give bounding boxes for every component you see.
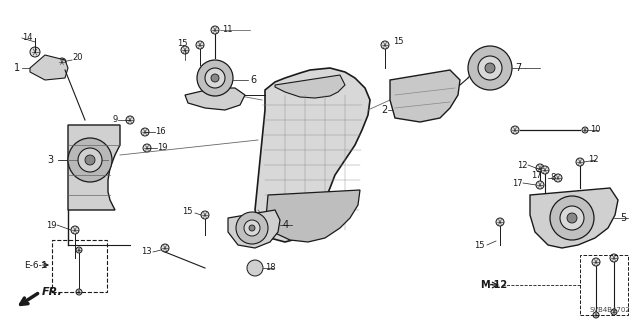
Polygon shape: [30, 55, 68, 80]
Circle shape: [196, 41, 204, 49]
Circle shape: [567, 213, 577, 223]
Text: 12: 12: [588, 155, 598, 165]
Text: SVB4B4702: SVB4B4702: [589, 307, 630, 313]
Circle shape: [181, 46, 189, 54]
Circle shape: [68, 138, 112, 182]
Circle shape: [197, 60, 233, 96]
Circle shape: [244, 220, 260, 236]
Polygon shape: [275, 75, 345, 98]
Text: 12: 12: [518, 160, 528, 169]
Text: 3: 3: [47, 155, 53, 165]
Text: 11: 11: [222, 26, 232, 34]
Polygon shape: [390, 70, 460, 122]
Text: 19: 19: [47, 220, 57, 229]
Circle shape: [592, 258, 600, 266]
Circle shape: [126, 116, 134, 124]
Text: 15: 15: [474, 241, 485, 249]
Circle shape: [511, 126, 519, 134]
Circle shape: [582, 127, 588, 133]
Circle shape: [249, 225, 255, 231]
Circle shape: [560, 206, 584, 230]
Circle shape: [576, 158, 584, 166]
Text: M-12: M-12: [480, 280, 507, 290]
Text: 18: 18: [265, 263, 276, 272]
Circle shape: [161, 244, 169, 252]
Circle shape: [478, 56, 502, 80]
Circle shape: [58, 58, 66, 66]
Circle shape: [78, 148, 102, 172]
Circle shape: [141, 128, 149, 136]
Circle shape: [593, 312, 599, 318]
Circle shape: [610, 254, 618, 262]
Polygon shape: [228, 210, 280, 248]
Circle shape: [541, 166, 549, 174]
Circle shape: [71, 226, 79, 234]
Bar: [52, 240, 107, 292]
Circle shape: [554, 174, 562, 182]
Circle shape: [236, 212, 268, 244]
Circle shape: [247, 260, 263, 276]
Circle shape: [611, 309, 617, 315]
Circle shape: [550, 196, 594, 240]
Text: 17: 17: [513, 179, 523, 188]
Circle shape: [85, 155, 95, 165]
Text: FR.: FR.: [42, 287, 63, 297]
Text: 16: 16: [155, 128, 166, 137]
Text: 20: 20: [72, 54, 83, 63]
Text: 8: 8: [550, 174, 556, 182]
Text: 19: 19: [157, 144, 168, 152]
Circle shape: [76, 289, 82, 295]
Text: 14: 14: [22, 33, 33, 42]
Circle shape: [536, 164, 544, 172]
Circle shape: [201, 211, 209, 219]
Text: 13: 13: [141, 248, 152, 256]
Text: 9: 9: [113, 115, 118, 124]
Bar: [580, 255, 628, 315]
Text: 15: 15: [182, 207, 193, 217]
Text: 6: 6: [250, 75, 256, 85]
Polygon shape: [185, 88, 245, 110]
Circle shape: [468, 46, 512, 90]
Text: 17: 17: [531, 170, 542, 180]
Polygon shape: [255, 68, 370, 242]
Circle shape: [143, 144, 151, 152]
Text: 15: 15: [393, 38, 403, 47]
Circle shape: [30, 47, 40, 57]
Text: 1: 1: [14, 63, 20, 73]
Circle shape: [211, 26, 219, 34]
Circle shape: [536, 181, 544, 189]
Text: 5: 5: [620, 213, 627, 223]
Circle shape: [205, 68, 225, 88]
Text: 2: 2: [381, 105, 388, 115]
Text: 7: 7: [515, 63, 521, 73]
Circle shape: [496, 218, 504, 226]
Polygon shape: [68, 125, 120, 210]
Text: 10: 10: [590, 125, 600, 135]
Polygon shape: [530, 188, 618, 248]
Text: 15: 15: [177, 40, 188, 48]
Circle shape: [485, 63, 495, 73]
Circle shape: [76, 247, 82, 253]
Circle shape: [381, 41, 389, 49]
Polygon shape: [266, 190, 360, 242]
Text: E-6-1: E-6-1: [24, 261, 48, 270]
Text: 4: 4: [283, 220, 289, 230]
Circle shape: [211, 74, 219, 82]
